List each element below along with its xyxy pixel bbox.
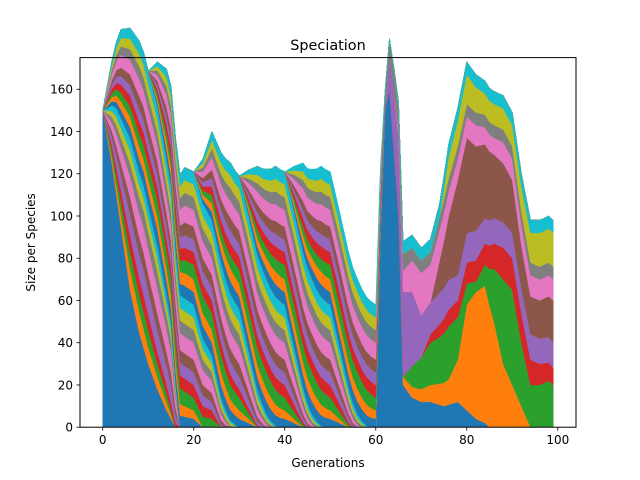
y-tick-label: 80 [58, 252, 73, 266]
y-tick-label: 40 [58, 336, 73, 350]
y-tick-label: 0 [65, 421, 73, 435]
x-axis-label: Generations [291, 456, 364, 470]
chart-title: Speciation [290, 38, 365, 54]
x-tick-label: 20 [186, 433, 201, 447]
y-tick-label: 100 [50, 209, 73, 223]
x-tick-label: 0 [99, 433, 107, 447]
y-axis-label: Size per Species [24, 193, 38, 291]
y-tick-label: 20 [58, 378, 73, 392]
x-axis-ticks: 0 20 40 60 80 100 [99, 427, 569, 447]
x-tick-label: 60 [368, 433, 383, 447]
x-tick-label: 100 [546, 433, 569, 447]
y-tick-label: 140 [50, 125, 73, 139]
x-tick-label: 80 [459, 433, 474, 447]
y-tick-label: 160 [50, 83, 73, 97]
y-axis-ticks: 0 20 40 60 80 100 120 140 160 [50, 83, 80, 435]
x-tick-label: 40 [277, 433, 292, 447]
y-tick-label: 60 [58, 294, 73, 308]
axes-frame [79, 57, 577, 428]
y-tick-label: 120 [50, 167, 73, 181]
